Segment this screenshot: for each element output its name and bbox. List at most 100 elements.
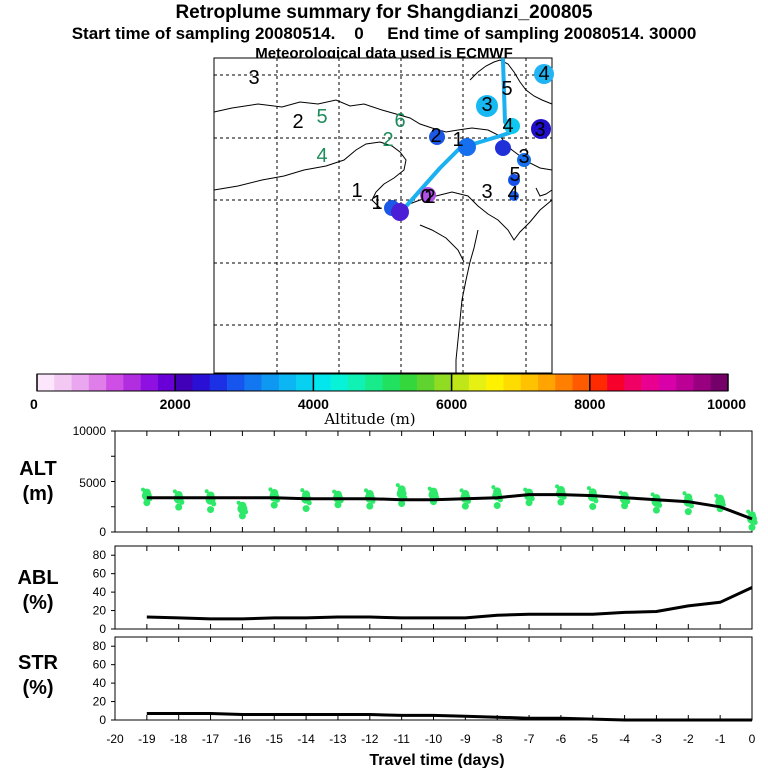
plume-cluster [509, 191, 519, 201]
plume-day-label: 2 [430, 125, 441, 147]
alt-particle-dot [397, 485, 406, 494]
alt-axis-title: ALT [19, 458, 56, 480]
alt-particle-dot [493, 502, 501, 510]
alt-particle-dot [714, 493, 719, 498]
plume-cluster [495, 140, 511, 156]
plume-cluster [420, 187, 436, 203]
alt-particle-dot [493, 487, 502, 496]
plume-cluster [391, 203, 409, 221]
plume-day-label: 4 [538, 63, 549, 85]
abl-axis-title: ABL [17, 567, 58, 589]
str-tick-label: 80 [93, 639, 107, 653]
chart-subtitle-sampling-times: Start time of sampling 20080514. 0 End t… [71, 24, 697, 43]
alt-particle-dot [332, 489, 337, 494]
alt-particle-dot [243, 509, 249, 515]
alt-particle-dot [589, 503, 597, 511]
str-series-line [146, 712, 752, 722]
x-tick-label: -17 [202, 732, 220, 746]
colorbar-cell [451, 374, 470, 391]
x-tick-label: -1 [715, 732, 726, 746]
abl-tick-label: 60 [93, 567, 107, 581]
plume-day-label: 6 [394, 110, 405, 132]
plume-cluster [458, 138, 476, 156]
alt-particle-dot [593, 498, 599, 504]
alt-axis-unit: (m) [22, 483, 53, 505]
alt-particle-dot [270, 489, 279, 498]
alt-particle-dot [618, 490, 623, 495]
colorbar-cell [175, 374, 193, 391]
str-tick-label: 0 [99, 713, 106, 727]
alt-particle-dot [143, 499, 151, 507]
plume-day-label: 1 [452, 129, 463, 151]
alt-particle-dot [529, 496, 535, 502]
colorbar-cell [520, 374, 539, 391]
x-axis-title: Travel time (days) [369, 752, 504, 768]
colorbar-cell [192, 374, 211, 391]
alt-particle-dot [238, 501, 247, 510]
str-axis-unit: (%) [22, 677, 53, 699]
plume-day-label: 0 [420, 186, 431, 208]
plume-centroid-track [399, 58, 514, 214]
alt-particle-dot [684, 493, 693, 502]
colorbar-cell [676, 374, 694, 391]
alt-particle-dot [207, 506, 215, 514]
abl-tick-label: 40 [93, 585, 107, 599]
colorbar-cell [555, 374, 573, 391]
plume-day-label: 3 [518, 146, 529, 168]
alt-particle-dot [270, 501, 278, 509]
alt-particle-dot [175, 503, 183, 511]
colorbar-cell [106, 374, 124, 391]
alt-series-line [146, 493, 753, 521]
alt-particle-dot [398, 500, 406, 508]
alt-particle-dot [684, 508, 692, 516]
abl-tick-label: 80 [93, 548, 107, 562]
plume-day-label: 3 [534, 119, 545, 141]
x-tick-label: -6 [556, 732, 567, 746]
alt-particle-dot [652, 506, 660, 514]
alt-particle-dot [461, 490, 470, 499]
colorbar-cell [347, 374, 366, 391]
plume-cluster [531, 119, 551, 139]
colorbar-cell [641, 374, 660, 391]
alt-particle-dot [650, 492, 655, 497]
colorbar-cell [658, 374, 677, 391]
alt-particle-dot [523, 487, 528, 492]
abl-tick-label: 20 [93, 604, 107, 618]
time-series-panels: ALT (m) ABL (%) STR (%) 10000 5000 0 80 6… [17, 424, 758, 768]
x-tick-label: -3 [651, 732, 662, 746]
colorbar-cell [209, 374, 228, 391]
alt-particle-dot [586, 486, 591, 491]
x-tick-label: -2 [683, 732, 694, 746]
alt-particle-dot [427, 486, 432, 491]
alt-particle-dot [366, 502, 374, 510]
alt-particle-dot [268, 487, 273, 492]
alt-particle-dot [555, 484, 560, 489]
colorbar-cell [157, 374, 176, 391]
alt-particle-dot [621, 502, 629, 510]
plume-day-label: 5 [501, 78, 512, 100]
colorbar-cell [486, 374, 504, 391]
x-tick-label: -5 [587, 732, 598, 746]
str-panel-frame [114, 636, 753, 721]
colorbar-cell [589, 374, 608, 391]
plume-day-label: 1 [351, 180, 362, 202]
alt-tick-label: 0 [99, 525, 106, 539]
x-tick-label: -7 [524, 732, 535, 746]
plume-day-label: 5 [509, 164, 520, 186]
x-tick-label: -14 [297, 732, 315, 746]
alt-particle-dot [625, 499, 631, 505]
colorbar-cell [417, 374, 435, 391]
x-tick-label: -9 [460, 732, 471, 746]
plume-day-label: 4 [502, 115, 513, 137]
colorbar-cell [399, 374, 418, 391]
alt-particle-dot [204, 489, 209, 494]
alt-particle-dot [179, 499, 185, 505]
alt-particle-dot [556, 485, 565, 494]
abl-series-line [146, 586, 753, 621]
plume-day-label: 3 [481, 94, 492, 116]
plume-cluster [517, 153, 531, 167]
alt-particle-dot [657, 502, 663, 508]
colorbar-cell [278, 374, 297, 391]
